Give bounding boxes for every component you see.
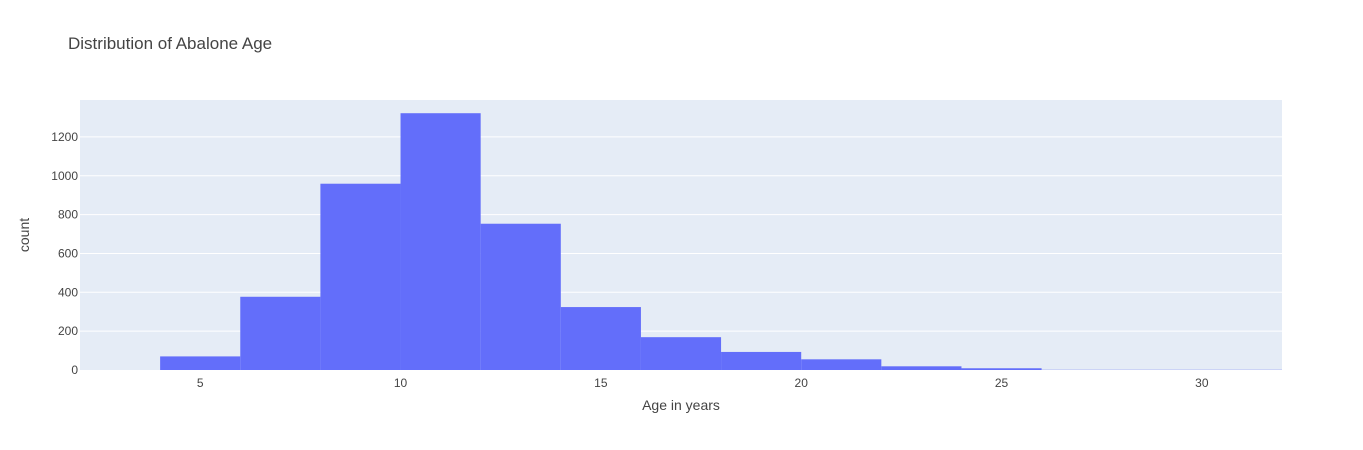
x-tick-label: 5 [197,376,204,390]
histogram-bar [400,113,481,371]
x-tick-label: 10 [394,376,408,390]
x-tick-label: 25 [995,376,1009,390]
x-tick-label: 30 [1195,376,1209,390]
histogram-bar [961,368,1042,370]
y-tick-labels: 0 200 400 600 800 1000 1200 [51,130,78,377]
x-tick-labels: 5 10 15 20 25 30 [197,376,1209,390]
histogram-bar [801,359,882,370]
histogram-bar [320,183,401,370]
chart-title: Distribution of Abalone Age [68,34,273,53]
histogram-bar [881,366,962,370]
histogram-bar [480,223,561,370]
histogram-bar [640,337,722,370]
y-tick-label: 400 [58,285,78,299]
bars [160,113,1282,371]
histogram-bar [560,307,641,370]
histogram-bar [721,351,802,370]
x-tick-label: 15 [594,376,608,390]
y-tick-label: 600 [58,246,78,260]
y-tick-label: 200 [58,324,78,338]
y-tick-label: 800 [58,208,78,222]
gridlines [80,136,1282,332]
y-tick-label: 0 [71,363,78,377]
y-axis-title: count [16,218,32,252]
x-axis-title: Age in years [642,397,720,413]
y-tick-label: 1200 [51,130,78,144]
histogram-bar [240,296,321,370]
histogram-bar [160,356,241,370]
y-tick-label: 1000 [51,169,78,183]
x-tick-label: 20 [795,376,809,390]
